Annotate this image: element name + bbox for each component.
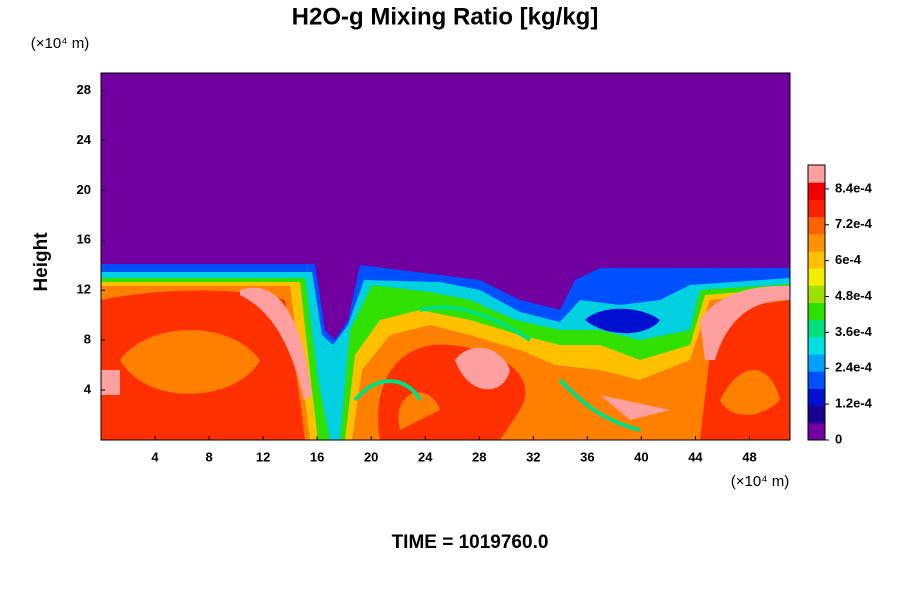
colorbar-band: [808, 354, 825, 372]
footer: TIME = 1019760.0: [392, 532, 549, 553]
y-tick-label: 16: [77, 232, 91, 247]
y-tick-label: 12: [77, 282, 91, 297]
colorbar-band: [808, 319, 825, 338]
axes: 4 8 12 16 20 24 28 32 36 40 44 4848121620242801.2e-…: [77, 82, 873, 465]
colorbar-band: [808, 199, 825, 218]
y-tick-label: 28: [77, 82, 91, 97]
x-tick-label: 28: [472, 449, 486, 464]
x-unit: (×10⁴ m): [731, 473, 790, 490]
y-tick-label: 4: [84, 382, 92, 397]
x-tick-label: 36: [580, 449, 594, 464]
plot-frame: [100, 72, 791, 441]
y-tick-label: 20: [77, 182, 91, 197]
colorbar-tick-label: 4.8e-4: [835, 288, 873, 303]
colorbar-band: [808, 233, 825, 252]
colorbar-tick-label: 1.2e-4: [835, 396, 873, 411]
y-tick-label: 24: [77, 132, 92, 147]
y-tick-label: 8: [84, 332, 91, 347]
x-tick-label: 4: [151, 449, 159, 464]
colorbar-tick-label: 0: [835, 431, 842, 446]
x-tick-label: 20: [364, 449, 378, 464]
colorbar-band: [808, 405, 825, 424]
colorbar-frame: [807, 164, 826, 441]
colorbar-band: [808, 388, 825, 407]
x-tick-label: 40: [634, 449, 648, 464]
x-tick-label: 16: [310, 449, 324, 464]
colorbar-band: [808, 371, 825, 389]
colorbar-band: [808, 182, 825, 200]
colorbar-band: [808, 422, 825, 441]
colorbar-band: [808, 302, 825, 321]
colorbar-band: [808, 268, 825, 286]
x-tick-label: 48: [742, 449, 756, 464]
x-tick-label: 24: [418, 449, 433, 464]
chart-title: H2O-g Mixing Ratio [kg/kg]: [292, 3, 599, 30]
x-tick-label: 32: [526, 449, 540, 464]
x-tick-label: 44: [688, 449, 703, 464]
colorbar-band: [808, 250, 825, 269]
colorbar-tick-label: 7.2e-4: [835, 216, 873, 231]
colorbar-tick-label: 2.4e-4: [835, 360, 873, 375]
colorbar-tick-label: 3.6e-4: [835, 324, 873, 339]
colorbar-band: [808, 336, 825, 355]
colorbar-band: [808, 216, 825, 235]
y-axis-label: Height: [31, 232, 52, 292]
x-tick-label: 8: [205, 449, 212, 464]
colorbar-band: [808, 165, 825, 183]
contour-field: [101, 73, 790, 440]
x-tick-label: 12: [256, 449, 270, 464]
colorbar-tick-label: 6e-4: [835, 252, 862, 267]
colorbar-band: [808, 285, 825, 303]
y-unit: (×10⁴ m): [31, 35, 90, 52]
colorbar-tick-label: 8.4e-4: [835, 180, 873, 195]
